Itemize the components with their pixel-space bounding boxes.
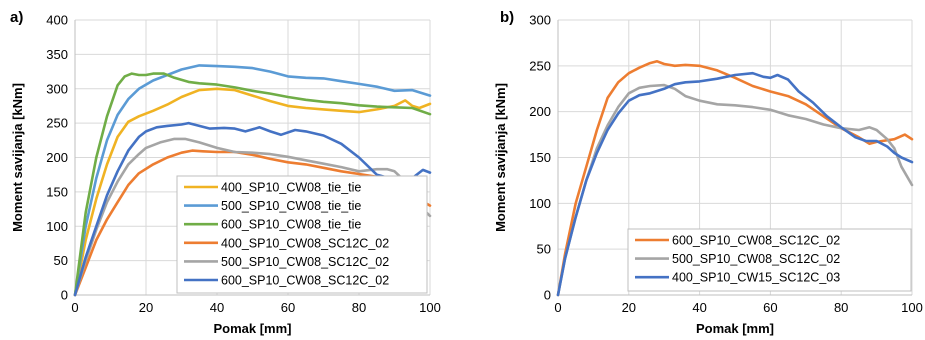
y-tick-label: 250 bbox=[529, 58, 551, 73]
x-tick-label: 40 bbox=[692, 300, 706, 315]
legend-entry-label: 500_SP10_CW08_SC12C_02 bbox=[672, 252, 840, 266]
y-tick-label: 300 bbox=[529, 13, 551, 28]
legend-entry-label: 600_SP10_CW08_SC12C_02 bbox=[672, 234, 840, 248]
panel-label: a) bbox=[10, 9, 23, 26]
legend-entry-label: 400_SP10_CW08_tie_tie bbox=[221, 181, 361, 195]
series-line-400-sp10-cw08-sc12c-02 bbox=[73, 149, 432, 297]
legend-box bbox=[627, 228, 912, 292]
x-tick-label: 20 bbox=[139, 300, 153, 315]
x-tick-label: 60 bbox=[763, 300, 777, 315]
y-tick-label: 0 bbox=[61, 288, 68, 303]
y-tick-label: 200 bbox=[529, 104, 551, 119]
legend-entry-label: 600_SP10_CW08_tie_tie bbox=[221, 218, 361, 232]
x-tick-label: 40 bbox=[210, 300, 224, 315]
series-line-500-sp10-cw08-sc12c-02 bbox=[556, 83, 914, 297]
x-axis-label: Pomak [mm] bbox=[213, 321, 291, 336]
y-tick-label: 0 bbox=[544, 288, 551, 303]
x-axis-label: Pomak [mm] bbox=[696, 321, 774, 336]
y-axis-label: Moment savijanja [kNm] bbox=[493, 83, 508, 232]
legend-entry-label: 600_SP10_CW08_SC12C_02 bbox=[221, 274, 389, 288]
series-line-600-sp10-cw08-tie-tie bbox=[73, 72, 432, 297]
y-tick-label: 150 bbox=[46, 184, 68, 199]
legend-entry-label: 400_SP10_CW08_SC12C_02 bbox=[221, 236, 389, 250]
legend: 600_SP10_CW08_SC12C_02 500_SP10_CW08_SC12… bbox=[627, 228, 912, 292]
y-tick-label: 50 bbox=[537, 242, 551, 257]
x-tick-label: 80 bbox=[352, 300, 366, 315]
legend: 400_SP10_CW08_tie_tie 500_SP10_CW08_tie_t… bbox=[176, 175, 428, 294]
y-tick-label: 100 bbox=[46, 219, 68, 234]
legend-entry-label: 500_SP10_CW08_SC12C_02 bbox=[221, 255, 389, 269]
y-tick-label: 200 bbox=[46, 150, 68, 165]
x-tick-label: 100 bbox=[419, 300, 441, 315]
y-tick-label: 300 bbox=[46, 81, 68, 96]
chart-panel-a: 0 50 100 150 200 250 300 350 400 0 20 40 60 80 100 Poma… bbox=[10, 9, 441, 336]
y-tick-label: 100 bbox=[529, 196, 551, 211]
legend-entry-label: 500_SP10_CW08_tie_tie bbox=[221, 199, 361, 213]
series-line-500-sp10-cw08-sc12c-02 bbox=[73, 137, 432, 297]
y-tick-label: 350 bbox=[46, 47, 68, 62]
y-tick-label: 50 bbox=[54, 253, 68, 268]
x-tick-label: 0 bbox=[71, 300, 78, 315]
legend-entry-label: 400_SP10_CW15_SC12C_03 bbox=[672, 271, 840, 285]
x-tick-label: 80 bbox=[834, 300, 848, 315]
y-tick-label: 250 bbox=[46, 116, 68, 131]
x-tick-label: 60 bbox=[281, 300, 295, 315]
series-line-500-sp10-cw08-tie-tie bbox=[73, 64, 432, 297]
chart-panel-b: 0 50 100 150 200 250 300 0 20 40 60 80 100 Pomak [mm]… bbox=[493, 9, 923, 336]
x-tick-label: 100 bbox=[901, 300, 923, 315]
y-tick-label: 150 bbox=[529, 150, 551, 165]
x-tick-label: 0 bbox=[554, 300, 561, 315]
y-tick-label: 400 bbox=[46, 13, 68, 28]
series-line-600-sp10-cw08-sc12c-02 bbox=[73, 121, 432, 297]
x-tick-label: 20 bbox=[622, 300, 636, 315]
y-axis-label: Moment savijanja [kNm] bbox=[10, 83, 25, 232]
panel-label: b) bbox=[500, 9, 514, 26]
series-line-400-sp10-cw15-sc12c-03 bbox=[556, 71, 914, 297]
legend-box bbox=[176, 175, 428, 294]
